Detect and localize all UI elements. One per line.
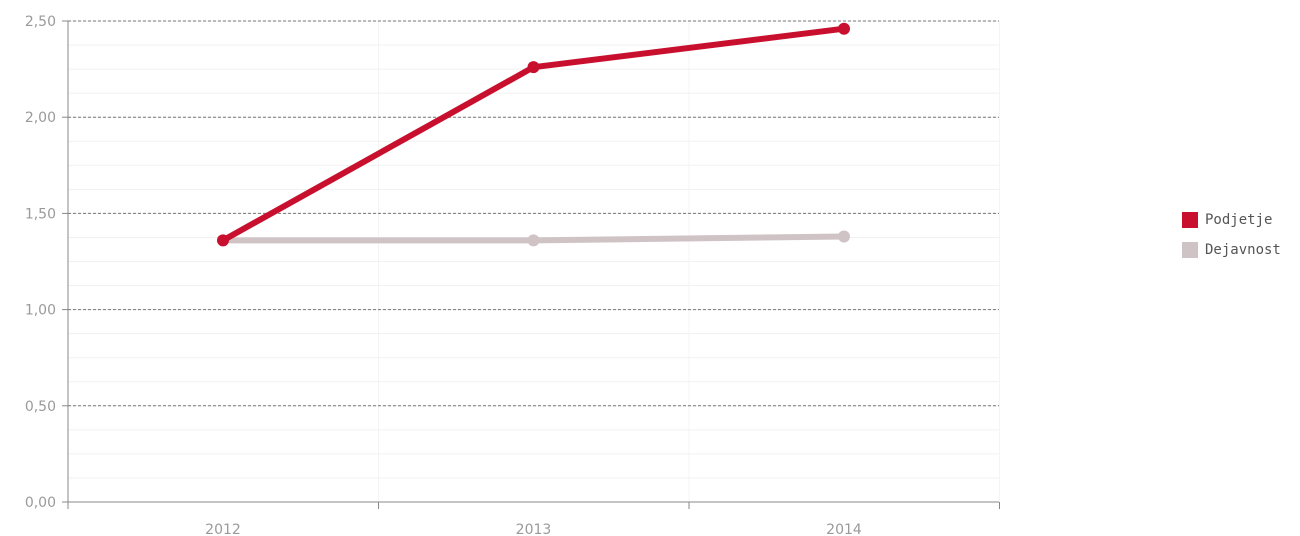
legend-label-dejavnost: Dejavnost (1205, 242, 1281, 258)
x-tick-label: 2013 (516, 522, 552, 536)
data-point-podjetje[interactable] (527, 61, 540, 74)
data-point-dejavnost[interactable] (838, 230, 850, 243)
legend-swatch-dejavnost (1182, 242, 1198, 258)
y-tick-label: 1,50 (25, 206, 56, 222)
legend-item-dejavnost[interactable]: Dejavnost (1182, 240, 1281, 260)
legend-swatch-podjetje (1182, 212, 1198, 228)
x-tick-label: 2012 (205, 522, 241, 536)
series-line-podjetje (220, 25, 847, 244)
legend: Podjetje Dejavnost (1182, 210, 1281, 270)
series (217, 22, 850, 247)
grid (67, 20, 1000, 503)
axes: 0,00 0,50 1,00 1,50 2,00 2,50 2012 2013 2014 (25, 14, 1000, 536)
y-tick-label: 2,50 (25, 14, 56, 30)
legend-label-podjetje: Podjetje (1205, 212, 1273, 228)
y-tick-label: 2,00 (25, 110, 56, 126)
data-point-podjetje[interactable] (217, 234, 229, 247)
x-tick-label: 2014 (826, 522, 862, 536)
y-tick-label: 0,00 (25, 495, 56, 511)
y-tick-label: 0,50 (25, 399, 56, 415)
data-point-dejavnost[interactable] (527, 234, 540, 247)
data-point-podjetje[interactable] (838, 22, 850, 35)
y-tick-label: 1,00 (25, 303, 56, 319)
legend-item-podjetje[interactable]: Podjetje (1182, 210, 1281, 230)
